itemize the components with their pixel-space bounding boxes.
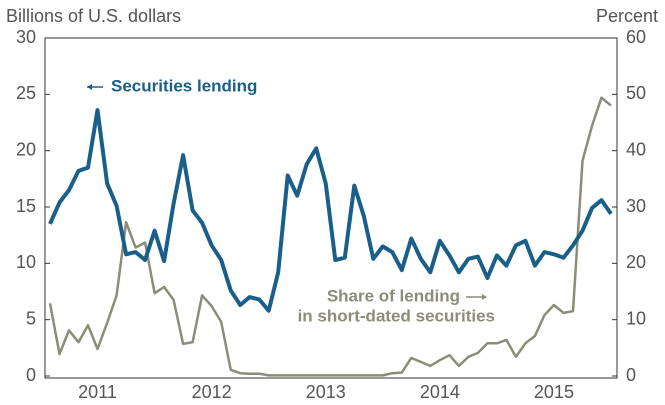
x-tick-label: 2015 <box>534 382 574 402</box>
y2-tick-label: 60 <box>626 27 646 47</box>
y2-tick-label: 0 <box>626 365 636 385</box>
y-tick-label: 25 <box>16 83 36 103</box>
x-tick-label: 2013 <box>306 382 346 402</box>
x-tick-label: 2014 <box>420 382 460 402</box>
x-tick-label: 2012 <box>192 382 232 402</box>
y-tick-label: 20 <box>16 139 36 159</box>
y2-tick-label: 50 <box>626 83 646 103</box>
series-line <box>48 108 613 313</box>
y-tick-label: 30 <box>16 27 36 47</box>
y2-axis-label: Percent <box>596 6 658 26</box>
y-tick-label: 0 <box>26 365 36 385</box>
annotation-securities: Securities lending <box>87 76 257 95</box>
y2-tick-label: 20 <box>626 252 646 272</box>
arrow-head <box>87 84 92 90</box>
y-tick-label: 15 <box>16 196 36 216</box>
x-tick-label: 2011 <box>78 382 117 402</box>
y2-tick-label: 40 <box>626 139 646 159</box>
arrow-head <box>482 294 487 300</box>
plot-frame <box>44 37 618 379</box>
y2-tick-label: 10 <box>626 308 646 328</box>
y2-tick-label: 30 <box>626 196 646 216</box>
series-line <box>48 96 612 377</box>
annotation: in short-dated securities <box>298 306 495 325</box>
annotation: Share of lending <box>327 286 460 305</box>
y-axis-label: Billions of U.S. dollars <box>6 6 181 26</box>
y-tick-label: 10 <box>16 252 36 272</box>
y-tick-label: 5 <box>26 308 36 328</box>
annotation-share: Share of lending in short-dated securiti… <box>298 286 495 325</box>
annotation: Securities lending <box>111 76 257 95</box>
